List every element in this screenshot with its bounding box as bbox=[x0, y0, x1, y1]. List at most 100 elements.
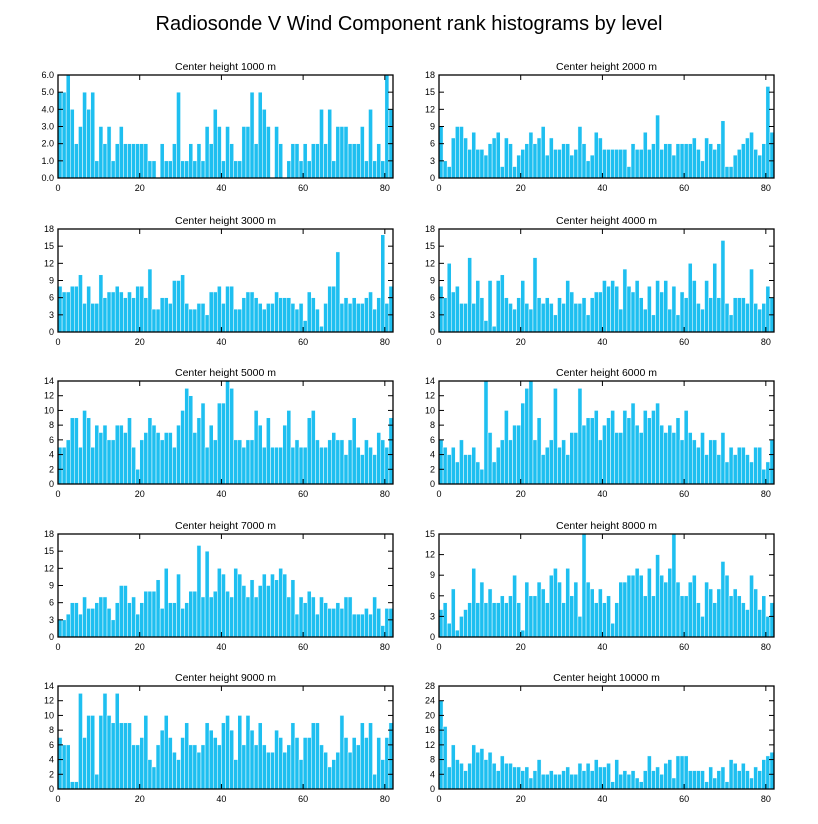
histogram-bar bbox=[143, 432, 149, 485]
histogram-bar bbox=[471, 446, 477, 485]
histogram-bar bbox=[455, 461, 460, 485]
histogram-bar bbox=[483, 380, 489, 485]
histogram-bar bbox=[606, 763, 611, 790]
histogram-bar bbox=[221, 303, 226, 333]
y-tick-label: 9 bbox=[430, 276, 435, 286]
x-tick-label: 20 bbox=[516, 183, 526, 193]
y-tick-label: 0 bbox=[49, 784, 54, 794]
panel-title: Center height 1000 m bbox=[175, 61, 276, 73]
histogram-bar bbox=[638, 297, 644, 333]
histogram-bar bbox=[225, 126, 230, 179]
histogram-bar bbox=[286, 297, 292, 333]
histogram-bar bbox=[65, 74, 71, 179]
histogram-bar bbox=[708, 439, 713, 485]
histogram-bar bbox=[368, 722, 373, 790]
histogram-bar bbox=[561, 303, 566, 333]
histogram-bar bbox=[606, 595, 611, 638]
histogram-bar bbox=[745, 303, 750, 333]
histogram-bar bbox=[274, 291, 279, 333]
histogram-bar bbox=[319, 326, 324, 333]
histogram-bar bbox=[319, 446, 324, 485]
histogram-bar bbox=[155, 579, 161, 638]
histogram-bar bbox=[347, 439, 353, 485]
histogram-bar bbox=[180, 737, 185, 790]
histogram-bar bbox=[274, 729, 279, 790]
histogram-bar bbox=[355, 613, 361, 638]
histogram-bar bbox=[732, 297, 738, 333]
histogram-bar bbox=[634, 149, 640, 179]
y-tick-label: 6 bbox=[430, 293, 435, 303]
histogram-bar bbox=[475, 751, 481, 790]
histogram-bar bbox=[504, 410, 509, 485]
histogram-bar bbox=[663, 763, 669, 790]
histogram-bar bbox=[643, 595, 648, 638]
histogram-bar bbox=[508, 143, 513, 179]
histogram-bar bbox=[233, 160, 239, 179]
histogram-bar bbox=[618, 581, 624, 638]
histogram-bar bbox=[659, 291, 664, 333]
histogram-bar bbox=[319, 744, 324, 790]
histogram-bar bbox=[463, 454, 468, 485]
histogram-bar bbox=[459, 439, 464, 485]
histogram-bar bbox=[229, 388, 234, 485]
histogram-bar bbox=[327, 439, 332, 485]
histogram-bar bbox=[516, 154, 521, 179]
histogram-bar bbox=[102, 143, 108, 179]
histogram-bar bbox=[339, 303, 345, 333]
histogram-bar bbox=[704, 137, 709, 179]
histogram-bar bbox=[253, 143, 259, 179]
histogram-bar bbox=[192, 744, 198, 790]
histogram-bar bbox=[455, 126, 460, 179]
histogram-panel: Center height 8000 m 0 3 6 9 12 15 0 20 40 60 80 bbox=[425, 520, 775, 652]
panel-title: Center height 10000 m bbox=[553, 672, 660, 684]
histogram-bar bbox=[479, 748, 485, 790]
x-tick-label: 40 bbox=[216, 337, 226, 347]
histogram-bar bbox=[237, 308, 243, 333]
histogram-bar bbox=[200, 744, 206, 790]
histogram-bar bbox=[192, 432, 198, 485]
histogram-bar bbox=[712, 602, 718, 638]
histogram-bar bbox=[602, 602, 607, 638]
histogram-bar bbox=[212, 737, 218, 790]
histogram-bar bbox=[204, 126, 210, 179]
y-tick-label: 6 bbox=[430, 139, 435, 149]
histogram-bar bbox=[70, 109, 75, 179]
histogram-panel: Center height 7000 m 0 3 6 9 12 15 18 0 20 40 60 80 bbox=[44, 520, 394, 652]
histogram-bar bbox=[78, 274, 83, 333]
histogram-bar bbox=[622, 268, 628, 333]
histogram-bar bbox=[380, 160, 386, 179]
x-tick-label: 80 bbox=[380, 642, 390, 652]
y-tick-label: 8 bbox=[430, 420, 435, 430]
histogram-bar bbox=[65, 291, 71, 333]
histogram-bar bbox=[745, 609, 750, 638]
histogram-bar bbox=[647, 417, 652, 485]
histogram-bar bbox=[671, 285, 677, 333]
histogram-bar bbox=[479, 149, 485, 179]
histogram-bar bbox=[221, 573, 226, 638]
histogram-bar bbox=[451, 744, 456, 790]
histogram-bar bbox=[593, 759, 599, 790]
panel-title: Center height 8000 m bbox=[556, 520, 657, 532]
histogram-bar bbox=[565, 143, 570, 179]
y-tick-label: 28 bbox=[425, 681, 435, 691]
y-tick-label: 15 bbox=[44, 241, 54, 251]
histogram-bar bbox=[696, 446, 701, 485]
histogram-bar bbox=[495, 446, 501, 485]
histogram-bar bbox=[442, 160, 448, 179]
histogram-bar bbox=[724, 574, 730, 638]
histogram-bar bbox=[475, 280, 481, 333]
histogram-bar bbox=[524, 581, 530, 638]
histogram-bar bbox=[315, 143, 320, 179]
histogram-bar bbox=[74, 417, 79, 485]
histogram-bar bbox=[151, 308, 157, 333]
histogram-bar bbox=[487, 588, 493, 638]
histogram-bar bbox=[347, 143, 353, 179]
histogram-bar bbox=[561, 602, 566, 638]
histogram-bar bbox=[339, 608, 345, 638]
histogram-bar bbox=[651, 314, 656, 333]
histogram-bar bbox=[241, 744, 247, 790]
histogram-bar bbox=[593, 602, 599, 638]
histogram-bar bbox=[90, 303, 96, 333]
histogram-bar bbox=[504, 602, 509, 638]
histogram-bar bbox=[622, 770, 628, 790]
